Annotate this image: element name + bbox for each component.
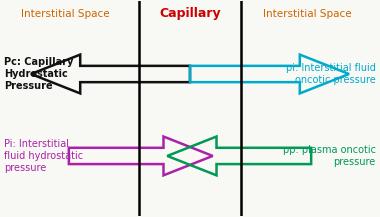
Text: Pc: Capillary
Hydrostatic
Pressure: Pc: Capillary Hydrostatic Pressure	[5, 57, 74, 91]
Text: Interstitial Space: Interstitial Space	[21, 9, 109, 19]
Text: Pi: Interstitial
fluid hydrostatic
pressure: Pi: Interstitial fluid hydrostatic press…	[5, 138, 84, 173]
Text: Capillary: Capillary	[159, 7, 221, 20]
Text: Interstitial Space: Interstitial Space	[263, 9, 352, 19]
Text: pp: plasma oncotic
pressure: pp: plasma oncotic pressure	[282, 145, 375, 167]
Text: pi: Interstitial fluid
oncotic pressure: pi: Interstitial fluid oncotic pressure	[286, 63, 375, 85]
